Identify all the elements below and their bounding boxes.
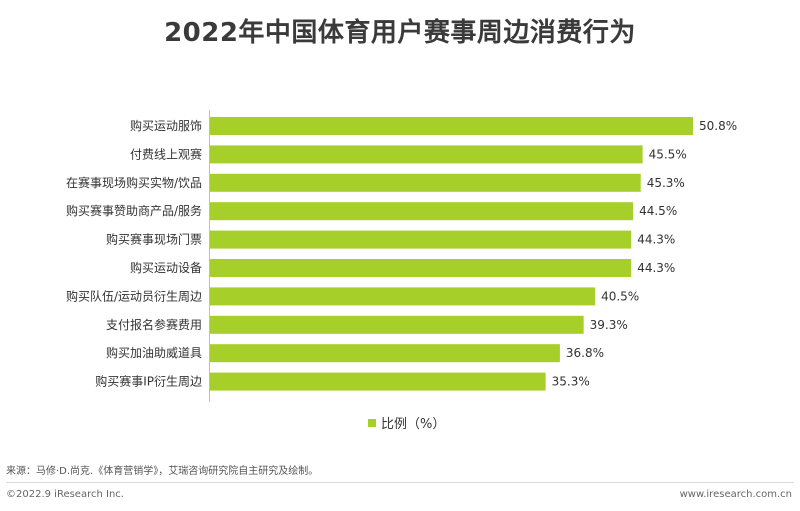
- bar: [210, 173, 641, 192]
- value-label: 36.8%: [566, 346, 604, 360]
- value-label: 44.3%: [637, 233, 675, 247]
- category-label: 购买运动设备: [130, 260, 202, 275]
- value-label: 45.5%: [649, 147, 687, 161]
- value-label: 45.3%: [647, 176, 685, 190]
- bar: [210, 372, 546, 391]
- bar: [210, 259, 632, 277]
- value-label: 40.5%: [601, 289, 639, 303]
- source-note: 来源：马修·D.尚克.《体育营销学》，艾瑞咨询研究院自主研究及绘制。: [6, 466, 319, 477]
- value-label: 50.8%: [699, 119, 737, 133]
- category-label: 在赛事现场购买实物/饮品: [66, 175, 202, 190]
- value-label: 35.3%: [552, 375, 590, 389]
- bar: [210, 315, 584, 334]
- category-label: 购买赛事赞助商产品/服务: [66, 203, 202, 218]
- category-label: 购买队伍/运动员衍生周边: [66, 288, 202, 303]
- legend-swatch: [368, 419, 376, 427]
- bar-chart: 购买运动服饰 50.8% 付费线上观赛 45.5% 在赛事现场购买实物/饮品 45.3% 购…: [66, 110, 737, 432]
- legend: 比例（%）: [368, 417, 445, 432]
- value-label: 39.3%: [590, 318, 628, 332]
- bar: [210, 117, 693, 135]
- value-label: 44.5%: [639, 204, 677, 218]
- category-label: 付费线上观赛: [130, 146, 202, 161]
- footer-divider: [6, 482, 794, 483]
- category-label: 购买赛事IP衍生周边: [95, 374, 202, 389]
- bar: [210, 344, 560, 363]
- legend-label: 比例（%）: [381, 417, 445, 432]
- category-label: 购买加油助威道具: [106, 345, 202, 360]
- category-label: 支付报名参赛费用: [106, 317, 202, 332]
- bar: [210, 287, 596, 306]
- bar: [210, 230, 632, 249]
- value-label: 44.3%: [637, 261, 675, 275]
- category-label: 购买赛事现场门票: [106, 232, 202, 247]
- category-label: 购买运动服饰: [130, 118, 202, 133]
- bar: [210, 202, 634, 221]
- chart-title: 2022年中国体育用户赛事周边消费行为: [164, 18, 636, 48]
- copyright-text: ©2022.9 iResearch Inc.: [6, 489, 124, 500]
- bar: [210, 145, 643, 164]
- website-link[interactable]: www.iresearch.com.cn: [679, 489, 792, 500]
